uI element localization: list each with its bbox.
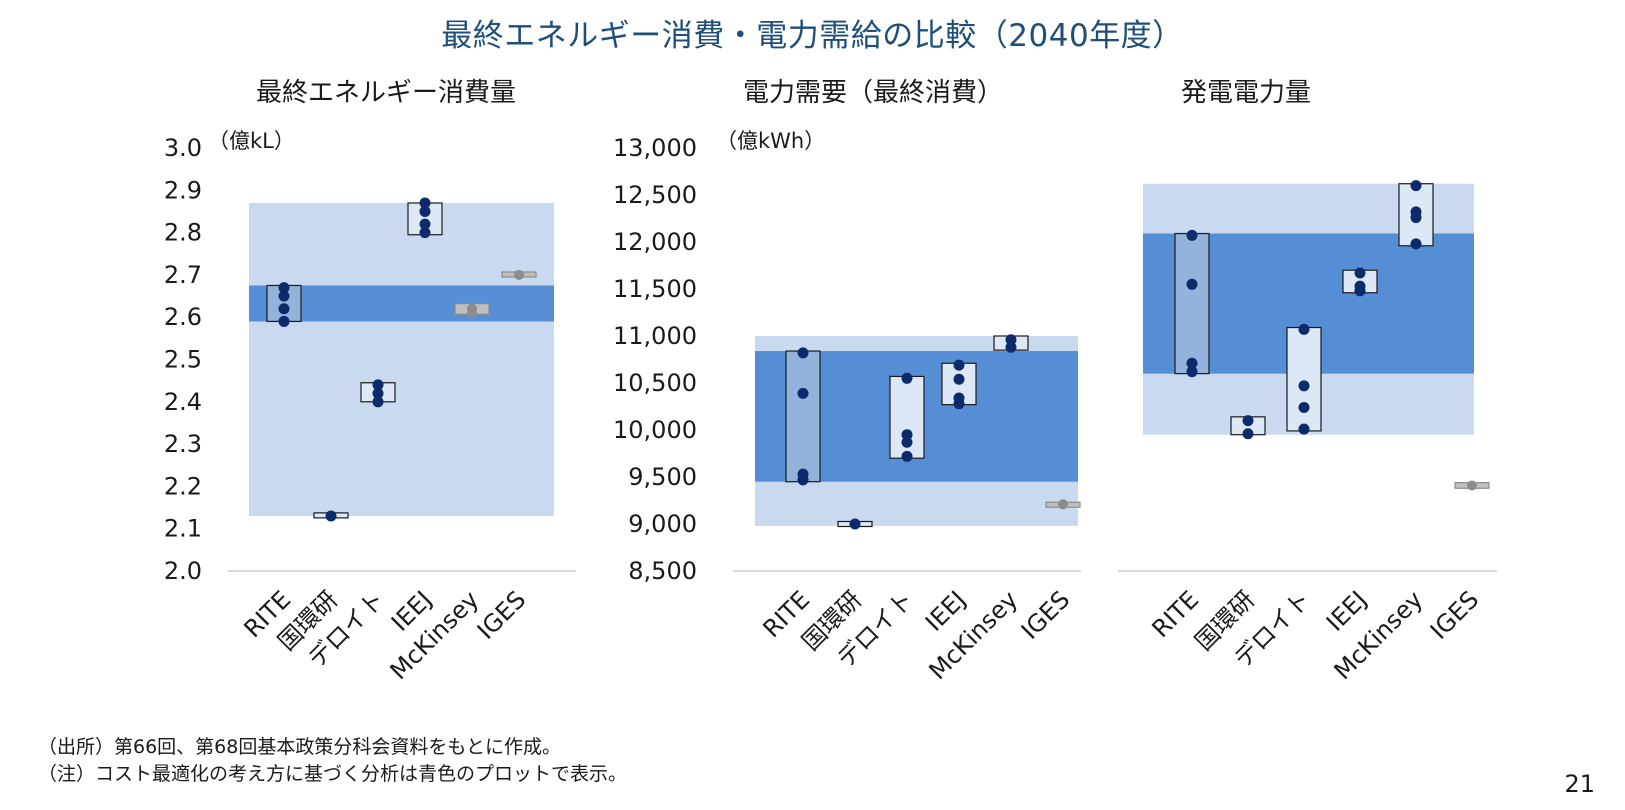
data-point: [467, 303, 477, 314]
y-tick-label: 2.3: [164, 430, 202, 458]
range-box: [785, 350, 821, 483]
data-point: [1186, 229, 1198, 241]
data-point: [1186, 366, 1198, 378]
data-point: [849, 518, 861, 530]
range-box: [1174, 232, 1210, 375]
data-point: [901, 372, 913, 384]
data-point: [797, 468, 809, 480]
data-point: [797, 347, 809, 359]
panel-title-energy: 最終エネルギー消費量: [255, 78, 516, 108]
data-point: [278, 290, 290, 302]
notes: （出所）第66回、第68回基本政策分科会資料をもとに作成。 （注）コスト最適化の…: [38, 734, 627, 788]
data-point: [953, 392, 965, 404]
data-point: [1298, 401, 1310, 413]
data-point: [1298, 380, 1310, 392]
data-point: [1186, 357, 1198, 369]
data-point: [372, 387, 384, 399]
chart-panel-0: 2.02.12.22.32.42.52.62.72.82.93.0 （億kL）RI…: [164, 129, 576, 685]
y-tick-label: 2.1: [164, 515, 202, 543]
data-point: [419, 227, 431, 239]
y-tick-label: 12,000: [613, 228, 697, 256]
outer-range-band: [249, 202, 554, 517]
data-point: [419, 218, 431, 230]
data-point: [325, 510, 337, 522]
category-label: McKinsey: [385, 585, 485, 685]
data-point: [372, 379, 384, 391]
y-tick-label: 2.0: [164, 557, 202, 585]
data-point: [514, 269, 524, 280]
data-point: [278, 315, 290, 327]
cost-note: （注）コスト最適化の考え方に基づく分析は青色のプロットで表示。: [38, 763, 628, 785]
y-tick-label: 12,500: [613, 181, 697, 209]
y-tick-label: 2.9: [164, 176, 202, 204]
y-tick-label: 2.8: [164, 219, 202, 247]
y-tick-label: 9,500: [628, 463, 697, 491]
data-point: [1058, 499, 1068, 510]
data-point: [1298, 423, 1310, 435]
category-label: IGES: [1425, 585, 1484, 644]
data-point: [278, 303, 290, 315]
data-point: [1410, 206, 1422, 218]
page-number: 21: [1564, 770, 1595, 798]
data-point: [953, 359, 965, 371]
data-point: [901, 436, 913, 448]
panel-title-power-demand: 電力需要（最終消費）: [742, 78, 1003, 108]
data-point: [1354, 267, 1366, 279]
data-point: [797, 387, 809, 399]
category-label: IGES: [1016, 585, 1075, 644]
data-point: [372, 396, 384, 408]
data-point: [278, 282, 290, 294]
data-point: [1242, 428, 1254, 440]
unit-label: （億kWh）: [716, 129, 825, 153]
y-tick-label: 2.2: [164, 472, 202, 500]
charts-svg: 2.0 2.1 2.2 2.3 2.4 2.5 2.6 2.7 2.8 2.9 3.0 （億kL） RI…: [164, 129, 1497, 685]
source-note: （出所）第66回、第68回基本政策分科会資料をもとに作成。: [38, 736, 561, 758]
y-tick-label: 8,500: [628, 557, 697, 585]
y-tick-label: 2.4: [164, 388, 202, 416]
y-tick-label: 2.6: [164, 303, 202, 331]
main-title: 最終エネルギー消費・電力需給の比較（2040年度）: [441, 18, 1184, 54]
category-label: IGES: [472, 585, 531, 644]
y-tick-label: 2.7: [164, 261, 202, 289]
unit-label: （億kL）: [208, 129, 295, 153]
data-point: [1005, 341, 1017, 353]
panel-title-generation: 発電電力量: [1180, 78, 1311, 108]
y-tick-label: 3.0: [164, 134, 202, 162]
y-tick-label: 2.5: [164, 346, 202, 374]
data-point: [419, 197, 431, 209]
data-point: [1410, 238, 1422, 250]
range-box: [1286, 326, 1322, 432]
data-point: [953, 373, 965, 385]
y-tick-label: 13,000: [613, 134, 697, 162]
data-point: [901, 429, 913, 441]
y-tick-label: 9,000: [628, 510, 697, 538]
data-point: [1186, 278, 1198, 290]
y-tick-label: 11,500: [613, 275, 697, 303]
data-point: [901, 450, 913, 462]
data-point: [1410, 180, 1422, 192]
y-tick-label: 11,000: [613, 322, 697, 350]
chart-panel-1: 8,500 9,000 9,500 10,000 10,500 11,000 11,500 1…: [613, 129, 1081, 685]
y-tick-label: 10,500: [613, 369, 697, 397]
data-point: [1467, 480, 1477, 491]
y-tick-label: 10,000: [613, 416, 697, 444]
data-point: [1005, 334, 1017, 346]
data-point: [1242, 415, 1254, 427]
data-point: [1298, 323, 1310, 335]
data-point: [419, 205, 431, 217]
data-point: [1354, 280, 1366, 292]
